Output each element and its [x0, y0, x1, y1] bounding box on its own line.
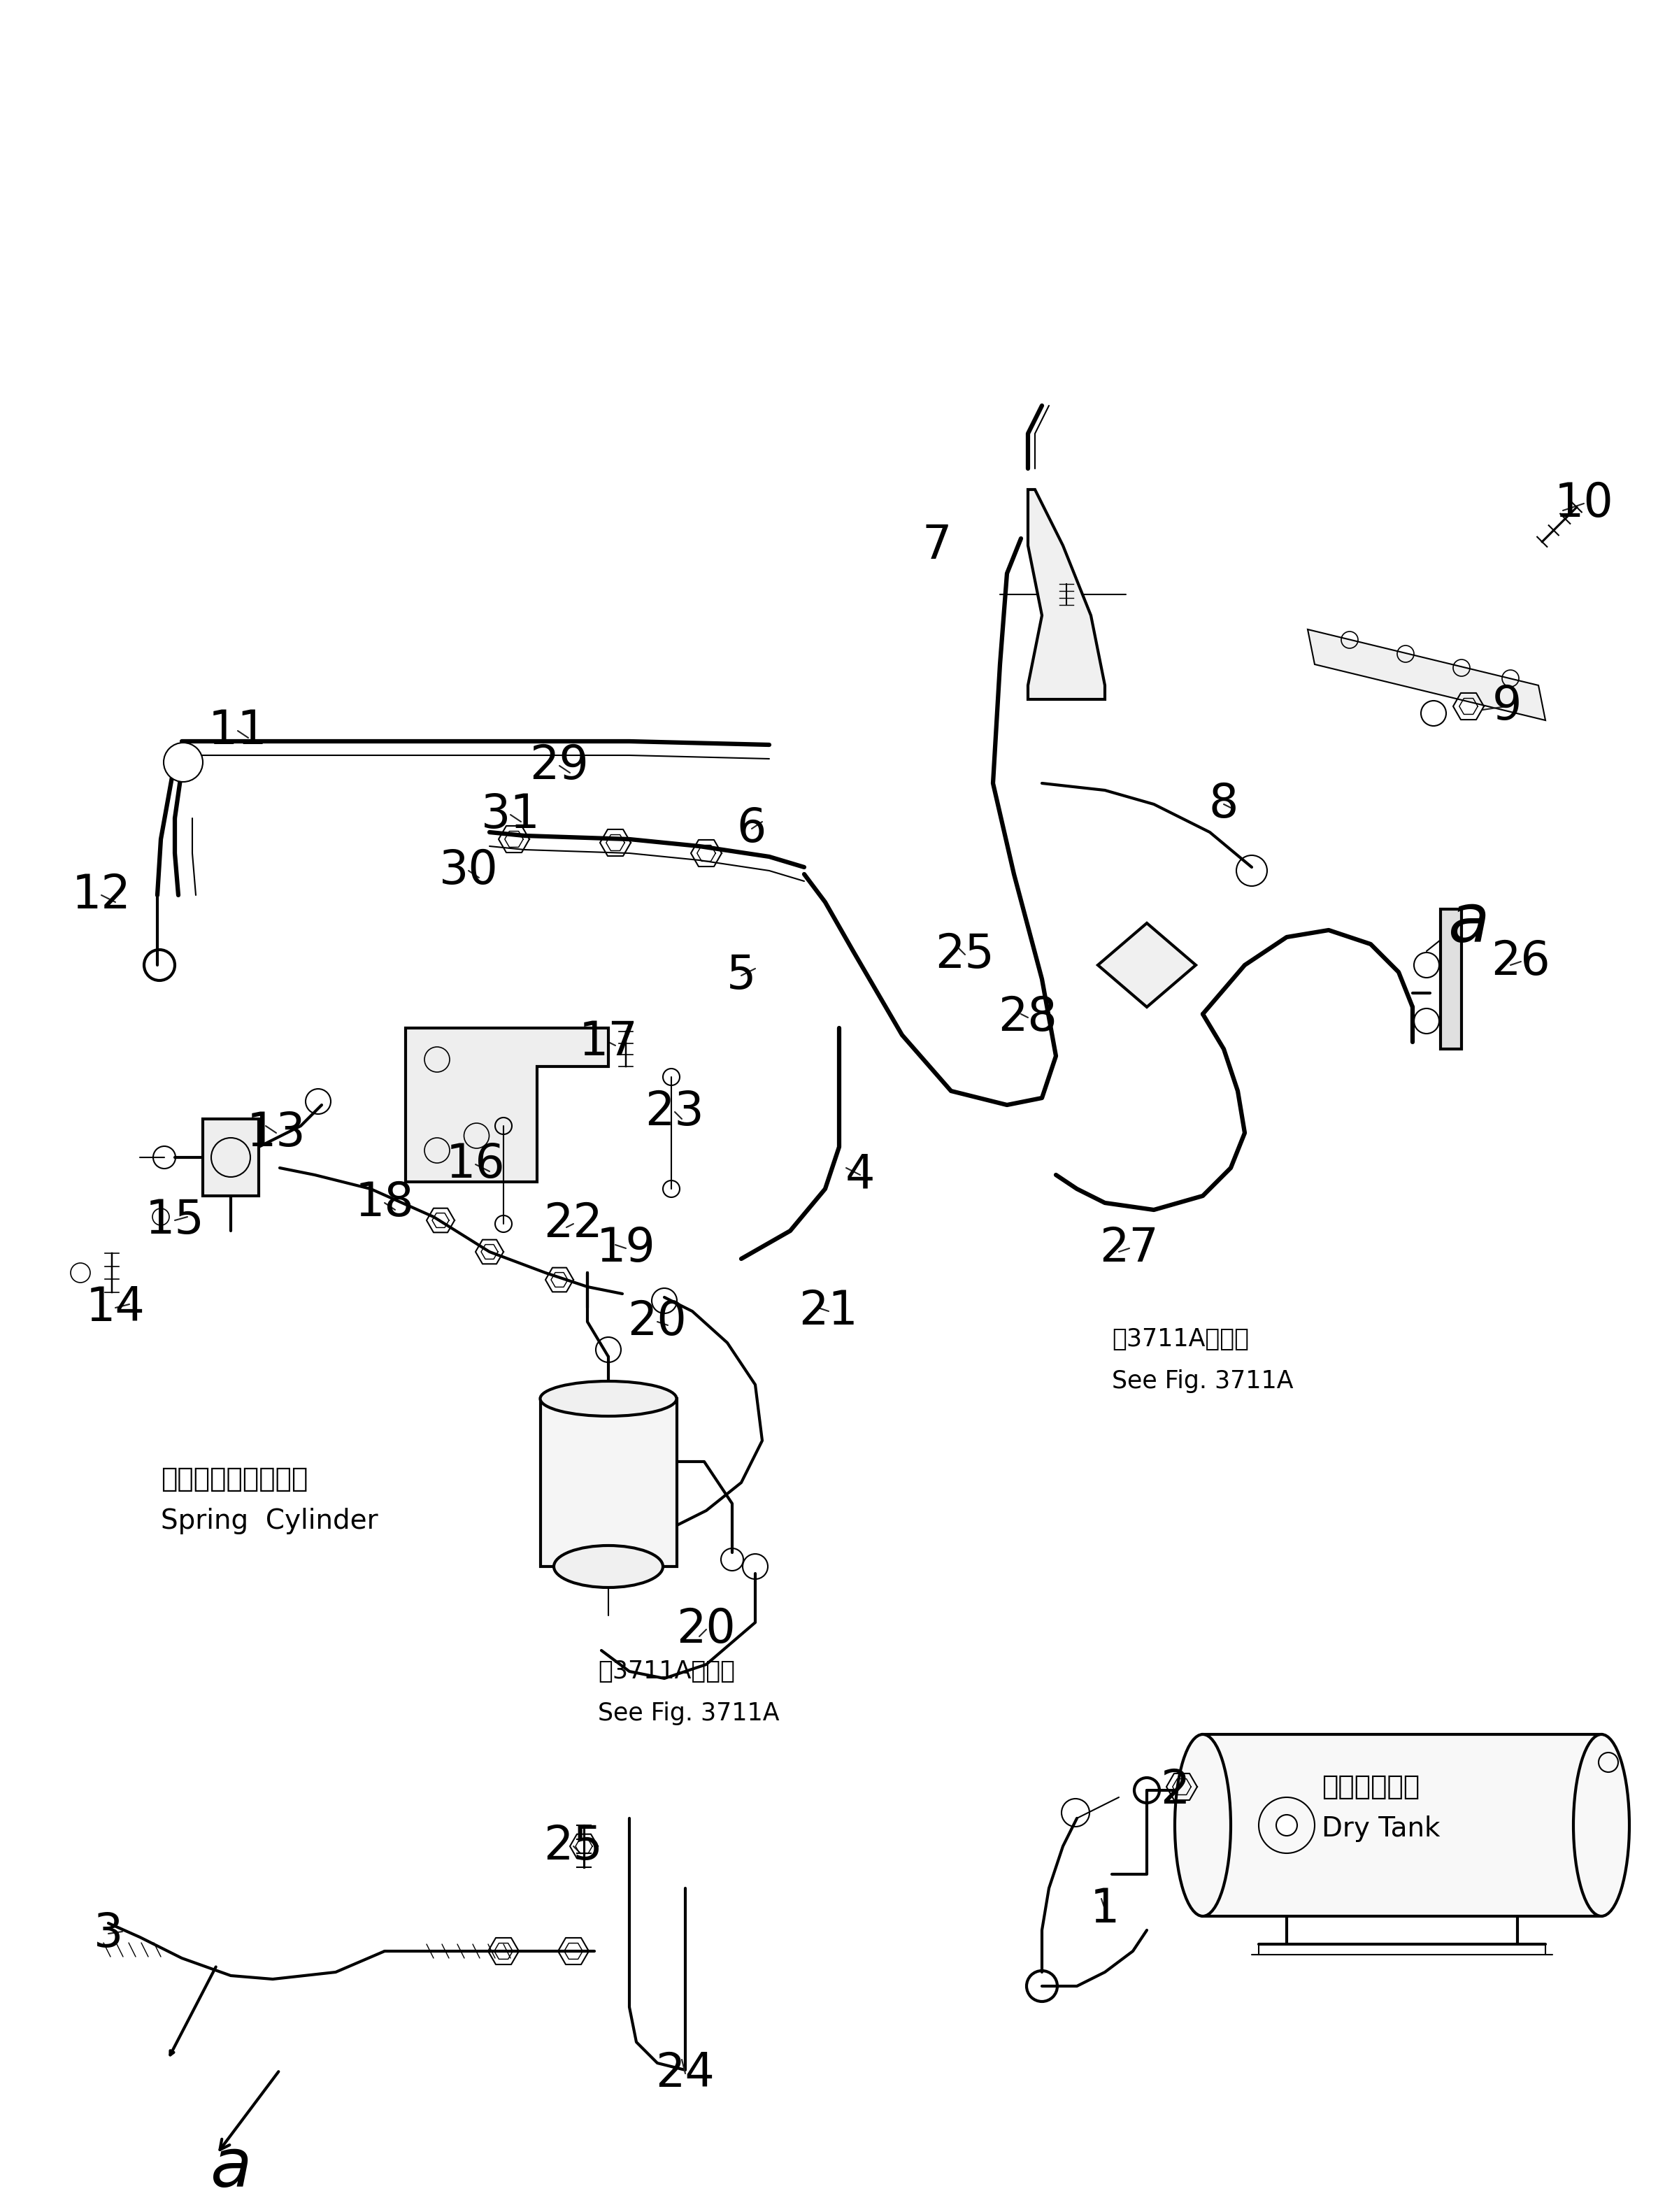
- Text: 5: 5: [726, 953, 756, 998]
- Text: See Fig. 3711A: See Fig. 3711A: [599, 1701, 779, 1725]
- Text: スプリングシリンダ: スプリングシリンダ: [161, 1467, 308, 1493]
- Text: 25: 25: [543, 1823, 604, 1869]
- Text: 22: 22: [543, 1201, 604, 1248]
- Text: 17: 17: [579, 1020, 639, 1066]
- Text: Spring  Cylinder: Spring Cylinder: [161, 1509, 378, 1535]
- Ellipse shape: [1175, 1734, 1231, 1916]
- Ellipse shape: [540, 1380, 677, 1416]
- Text: 26: 26: [1491, 938, 1550, 984]
- Text: 2: 2: [1160, 1767, 1189, 1814]
- Text: 12: 12: [72, 872, 130, 918]
- Text: a: a: [211, 2135, 251, 2201]
- Text: 30: 30: [438, 847, 498, 894]
- Text: 13: 13: [246, 1110, 306, 1157]
- Polygon shape: [406, 1029, 609, 1181]
- Text: 20: 20: [677, 1606, 736, 1652]
- Ellipse shape: [1573, 1734, 1629, 1916]
- Text: ドライタンク: ドライタンク: [1321, 1774, 1420, 1801]
- Circle shape: [164, 743, 202, 781]
- Bar: [1202, 1734, 1602, 1916]
- Text: 11: 11: [207, 708, 268, 754]
- Bar: [202, 1119, 259, 1197]
- Text: 21: 21: [799, 1287, 858, 1334]
- Text: 14: 14: [85, 1285, 145, 1332]
- Text: Dry Tank: Dry Tank: [1321, 1816, 1440, 1843]
- Text: 31: 31: [482, 792, 540, 838]
- Text: 第3711A図参照: 第3711A図参照: [1112, 1327, 1249, 1352]
- Text: 28: 28: [998, 995, 1058, 1040]
- Polygon shape: [1099, 922, 1195, 1006]
- Text: 10: 10: [1555, 480, 1613, 526]
- Text: 4: 4: [846, 1152, 874, 1199]
- Ellipse shape: [553, 1546, 662, 1588]
- Text: 第3711A図参照: 第3711A図参照: [599, 1659, 736, 1683]
- Text: 23: 23: [645, 1088, 704, 1135]
- Text: 15: 15: [145, 1197, 204, 1243]
- Bar: [1441, 909, 1461, 1048]
- Circle shape: [1276, 1814, 1297, 1836]
- Text: 9: 9: [1491, 684, 1522, 730]
- Text: 3: 3: [94, 1911, 124, 1958]
- Text: 27: 27: [1100, 1225, 1159, 1272]
- Text: 18: 18: [354, 1179, 415, 1225]
- Text: 1: 1: [1090, 1887, 1120, 1933]
- Text: 20: 20: [627, 1298, 687, 1345]
- Bar: [540, 1398, 677, 1566]
- Text: 8: 8: [1209, 781, 1239, 827]
- Text: 25: 25: [935, 931, 995, 978]
- Text: 7: 7: [923, 522, 951, 568]
- Text: 19: 19: [597, 1225, 655, 1272]
- Polygon shape: [1028, 489, 1105, 699]
- Text: 6: 6: [737, 805, 766, 852]
- Text: 24: 24: [655, 2051, 716, 2097]
- Text: a: a: [1448, 891, 1490, 956]
- Text: 16: 16: [446, 1141, 505, 1188]
- Text: See Fig. 3711A: See Fig. 3711A: [1112, 1369, 1294, 1394]
- Text: 29: 29: [530, 743, 589, 790]
- Polygon shape: [1308, 630, 1545, 721]
